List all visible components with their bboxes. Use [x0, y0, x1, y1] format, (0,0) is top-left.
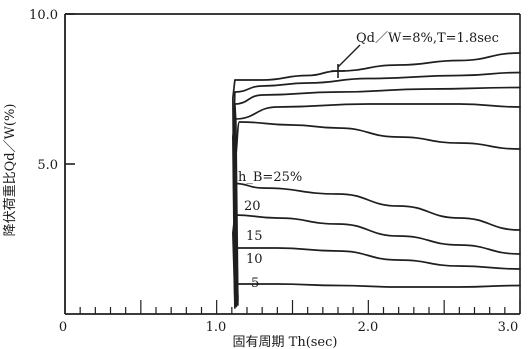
- series-curve-2: [233, 71, 521, 308]
- y-tick-label-5: 5.0: [37, 158, 58, 173]
- series-curve-8: [233, 247, 521, 299]
- series-curve-9: [234, 283, 521, 303]
- y-tick-label-10: 10.0: [29, 8, 58, 23]
- annotation-marker: [331, 64, 345, 78]
- label-10: 10: [246, 252, 263, 267]
- series-curve-3: [234, 86, 521, 306]
- annotation-leader: [337, 44, 361, 68]
- x-tick-label-0: 0: [59, 320, 67, 335]
- series-curve-7: [232, 214, 521, 300]
- y-axis-title: 降伏荷重比Qd／W(%): [2, 104, 18, 237]
- x-tick-label-3: 3.0: [498, 320, 519, 335]
- label-20: 20: [244, 199, 261, 214]
- x-tick-label-1: 1.0: [206, 320, 227, 335]
- x-minor-ticks: [79, 300, 521, 314]
- x-axis-title: 固有周期 Th(sec): [233, 335, 338, 349]
- label-5: 5: [251, 276, 259, 291]
- annotation-label: Qd／W=8%,T=1.8sec: [356, 31, 499, 46]
- series-curve-6: [234, 182, 521, 302]
- label-15: 15: [246, 229, 263, 244]
- series-curve-5: [233, 121, 521, 303]
- series-curve-4: [232, 103, 521, 305]
- label-hb-25: h_B=25%: [238, 170, 302, 185]
- x-tick-label-2: 2.0: [358, 320, 379, 335]
